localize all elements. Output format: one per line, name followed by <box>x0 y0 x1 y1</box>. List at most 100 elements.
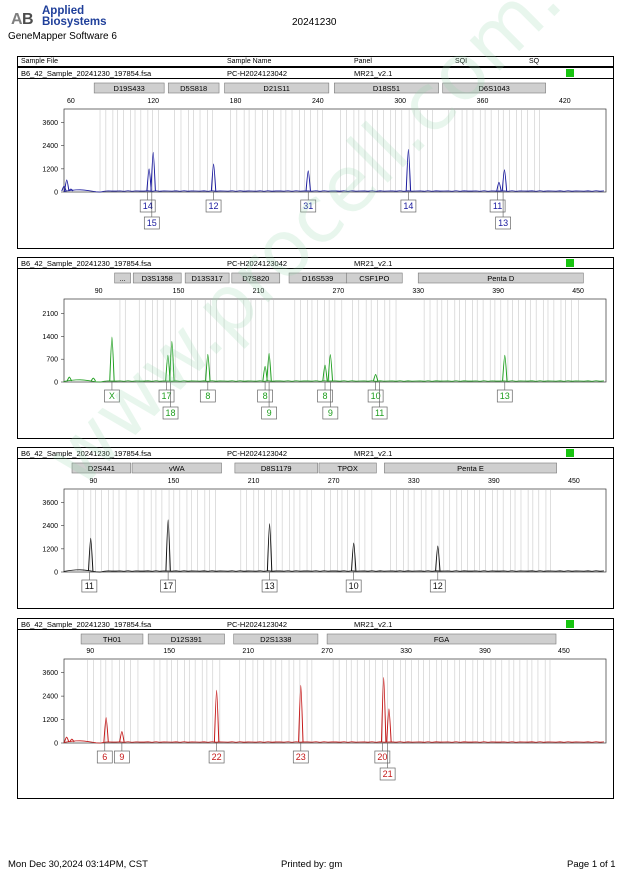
peak-mark <box>262 365 268 382</box>
quality-ok-icon <box>566 620 574 628</box>
x-tick-label: 270 <box>332 288 344 295</box>
allele-box <box>322 406 339 420</box>
allele-box <box>139 199 156 213</box>
allele-label: 9 <box>328 408 333 418</box>
peak-mark <box>322 364 328 382</box>
allele-label: 13 <box>498 218 508 228</box>
allele-label: 22 <box>212 752 222 762</box>
y-tick-label: 2400 <box>42 523 58 530</box>
allele-box <box>114 750 130 764</box>
software-name: GeneMapper Software 6 <box>8 31 117 42</box>
locus-label: D2S441 <box>88 464 115 473</box>
allele-label: 31 <box>303 201 313 211</box>
x-tick-label: 420 <box>559 98 571 105</box>
allele-label: 8 <box>205 391 210 401</box>
allele-label: 12 <box>209 201 219 211</box>
y-tick-label: 1200 <box>42 166 58 173</box>
allele-box <box>199 389 216 403</box>
panel-file-name: B6_42_Sample_20241230_197854.fsa <box>21 620 152 629</box>
x-tick-label: 330 <box>408 478 420 485</box>
plot-area <box>63 488 607 573</box>
peak-mark <box>64 179 70 192</box>
allele-label: 11 <box>493 201 502 211</box>
allele-label: 18 <box>166 408 176 418</box>
locus-label: Penta E <box>457 464 484 473</box>
allele-box <box>345 579 362 593</box>
y-tick-label: 1200 <box>42 546 58 553</box>
x-tick-label: 300 <box>394 98 406 105</box>
panel-header: B6_42_Sample_20241230_197854.fsa PC-H202… <box>18 68 613 79</box>
peak-mark <box>63 736 70 743</box>
locus-label: D21S11 <box>263 84 290 93</box>
locus-bar <box>147 633 225 645</box>
locus-label: D5S818 <box>180 84 207 93</box>
allele-label: 17 <box>163 581 173 591</box>
allele-box <box>160 579 176 593</box>
x-tick-label: 450 <box>572 288 584 295</box>
locus-bar <box>71 462 132 474</box>
allele-label: 17 <box>162 391 172 401</box>
column-header-row: Sample File Sample Name Panel SQI SQ <box>17 56 614 67</box>
allele-label: 9 <box>119 752 124 762</box>
allele-label: 6 <box>102 752 107 762</box>
y-tick-label: 2400 <box>42 143 58 150</box>
peak-mark <box>435 545 441 572</box>
panel-kit-name: MR21_v2.1 <box>354 449 393 458</box>
allele-box <box>374 750 391 764</box>
locus-bar <box>231 272 281 284</box>
brand-line-1: Applied <box>42 5 85 17</box>
panel-sample-name: PC-H2024123042 <box>227 259 288 268</box>
peak-mark <box>210 163 217 192</box>
allele-box <box>495 216 511 230</box>
locus-bar <box>384 462 557 474</box>
allele-label: 14 <box>403 201 413 211</box>
peak-mark <box>305 170 311 192</box>
panel-sample-name: PC-H2024123042 <box>227 449 288 458</box>
print-timestamp: Mon Dec 30,2024 03:14PM, CST <box>8 859 148 870</box>
locus-bar <box>167 82 220 94</box>
allele-label: X <box>109 391 115 401</box>
brand-line-2: Biosystems <box>42 15 107 28</box>
y-tick-label: 0 <box>54 570 58 577</box>
green-dye-chart: ... D3S1358 D13S317 D7S820 D16S539 CSF1PO Pent… <box>42 272 607 420</box>
y-tick-label: 3600 <box>42 120 58 127</box>
x-tick-label: 150 <box>173 288 185 295</box>
column-sample-name: Sample Name <box>227 57 272 65</box>
column-sq: SQ <box>529 57 540 65</box>
panel-file-name: B6_42_Sample_20241230_197854.fsa <box>21 449 152 458</box>
peak-mark <box>169 340 175 382</box>
allele-label: 21 <box>383 769 393 779</box>
peak-mark <box>146 168 152 192</box>
x-tick-label: 360 <box>477 98 489 105</box>
peak-mark <box>103 717 109 743</box>
allele-box <box>261 406 277 420</box>
locus-bar <box>132 272 182 284</box>
y-tick-label: 700 <box>46 357 58 364</box>
quality-ok-icon <box>566 69 574 77</box>
peak-mark <box>213 689 220 743</box>
x-tick-label: 330 <box>412 288 424 295</box>
locus-bar <box>442 82 546 94</box>
peak-mark <box>88 537 94 572</box>
brand-name: Applied Biosystems <box>42 6 107 27</box>
allele-box <box>205 199 222 213</box>
panel-kit-name: MR21_v2.1 <box>354 259 393 268</box>
panel-sample-name: PC-H2024123042 <box>227 620 288 629</box>
allele-label: 11 <box>85 581 94 591</box>
locus-bar <box>131 462 222 474</box>
allele-box <box>104 389 120 403</box>
baseline-trace <box>63 569 605 573</box>
peak-mark <box>405 149 412 192</box>
allele-box <box>429 579 446 593</box>
peak-mark <box>380 677 387 743</box>
peak-mark <box>66 376 72 382</box>
peak-mark <box>386 708 392 743</box>
x-tick-label: 180 <box>230 98 242 105</box>
peak-mark <box>496 181 502 192</box>
peak-mark <box>109 336 115 382</box>
peak-mark <box>502 354 508 382</box>
locus-label: D2S1338 <box>260 635 291 644</box>
peak-mark <box>350 542 357 572</box>
locus-label: vWA <box>169 464 185 473</box>
